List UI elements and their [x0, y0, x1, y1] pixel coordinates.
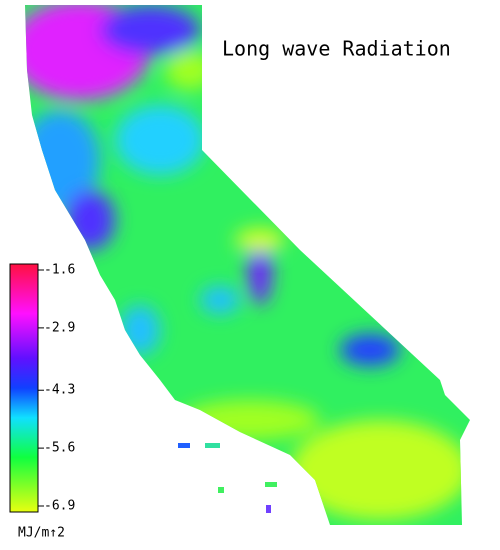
tick-label: -5.6: [44, 441, 75, 456]
tick-label: -6.9: [44, 499, 75, 514]
colorbar-ticks: -1.6 -2.9 -4.3 -5.6 -6.9: [38, 263, 75, 514]
colorbar: [9, 263, 39, 513]
tick-label: -2.9: [44, 320, 75, 335]
islands: [178, 443, 277, 513]
tick-label: -1.6: [44, 263, 75, 278]
colorbar-unit: MJ/m↑2: [18, 526, 65, 541]
tick-label: -4.3: [44, 383, 75, 398]
map-title: Long wave Radiation: [222, 37, 451, 61]
